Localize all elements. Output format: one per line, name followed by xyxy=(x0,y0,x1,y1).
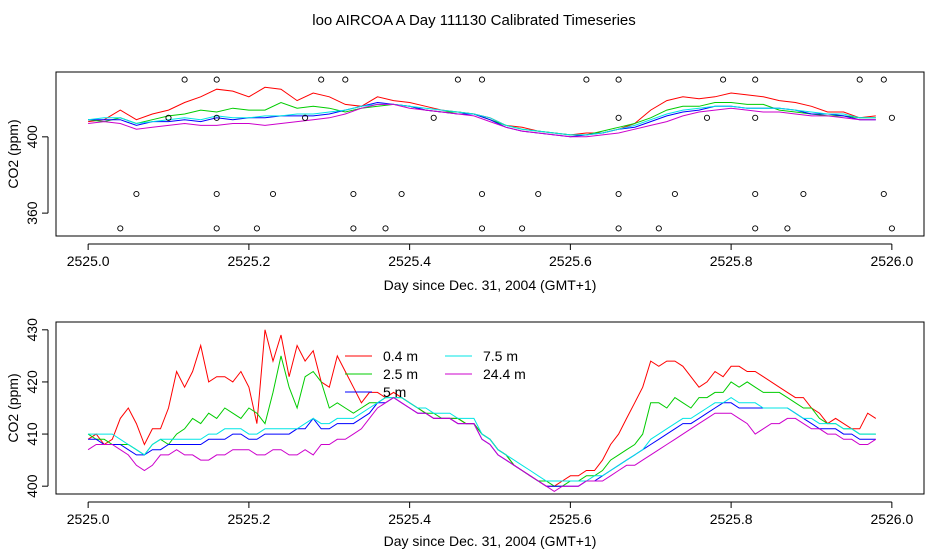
top-marker-5 xyxy=(478,76,486,83)
top-marker-36 xyxy=(382,225,389,232)
top-marker-15 xyxy=(430,114,437,121)
top-marker-18 xyxy=(752,114,759,121)
top-x-tick-label: 2526.0 xyxy=(870,253,913,269)
top-marker-17 xyxy=(703,114,711,121)
bottom-panel: 2525.0 2525.2 2525.4 2525.6 2525.8 2526.0 400… xyxy=(5,318,925,549)
bottom-x-tick-label: 2526.0 xyxy=(870,511,913,527)
top-marker-0 xyxy=(181,76,188,83)
top-marker-10 xyxy=(856,76,863,83)
top-marker-9 xyxy=(752,76,759,83)
top-marker-26 xyxy=(535,190,542,198)
bottom-series-line-3 xyxy=(88,397,876,482)
top-marker-21 xyxy=(213,190,220,198)
bottom-x-tick-label: 2525.0 xyxy=(67,511,110,527)
top-marker-25 xyxy=(478,190,486,198)
bottom-series-line-4 xyxy=(87,397,877,492)
top-marker-24 xyxy=(398,190,405,198)
bottom-x-axis-label: Day since Dec. 31, 2004 (GMT+1) xyxy=(384,533,597,549)
top-markers xyxy=(117,76,895,232)
top-marker-34 xyxy=(253,225,260,232)
top-marker-22 xyxy=(269,190,277,198)
top-y-tick-label: 400 xyxy=(24,125,40,149)
top-marker-12 xyxy=(165,114,172,121)
bottom-plot-frame xyxy=(55,321,925,495)
bottom-y-tick-label: 430 xyxy=(24,318,40,342)
bottom-series-line-1 xyxy=(87,355,876,487)
top-series xyxy=(88,86,876,138)
bottom-x-axis: 2525.0 2525.2 2525.4 2525.6 2525.8 2526.0 xyxy=(67,501,913,527)
top-marker-29 xyxy=(752,190,759,198)
top-marker-38 xyxy=(519,225,526,232)
top-marker-23 xyxy=(350,190,357,198)
top-marker-1 xyxy=(213,76,220,83)
top-marker-30 xyxy=(800,190,807,198)
legend-label-7-5m: 7.5 m xyxy=(483,348,518,364)
top-marker-33 xyxy=(213,225,220,232)
bottom-y-axis-label: CO2 (ppm) xyxy=(5,373,21,442)
top-marker-43 xyxy=(888,225,895,232)
bottom-x-tick-label: 2525.6 xyxy=(549,511,592,527)
top-series-line-3 xyxy=(88,103,876,136)
top-marker-13 xyxy=(213,114,220,121)
top-marker-28 xyxy=(671,190,678,198)
bottom-y-tick-label: 400 xyxy=(24,474,40,498)
top-marker-41 xyxy=(752,225,759,232)
top-marker-37 xyxy=(478,225,486,232)
top-marker-8 xyxy=(720,76,727,83)
bottom-x-tick-label: 2525.8 xyxy=(710,511,753,527)
bottom-x-tick-label: 2525.2 xyxy=(227,511,270,527)
top-y-axis-label: CO2 (ppm) xyxy=(5,119,21,188)
top-series-line-4 xyxy=(88,103,876,138)
bottom-y-tick-label: 420 xyxy=(24,370,40,394)
top-x-tick-label: 2525.6 xyxy=(549,253,592,269)
chart-title: loo AIRCOA A Day 111130 Calibrated Times… xyxy=(312,12,636,29)
top-panel: 2525.0 2525.2 2525.4 2525.6 2525.8 2526.0 360… xyxy=(5,71,925,293)
top-marker-4 xyxy=(454,76,461,83)
bottom-y-tick-label: 410 xyxy=(24,422,40,446)
top-plot-frame xyxy=(55,71,925,237)
legend-label-0-4m: 0.4 m xyxy=(383,348,418,364)
top-marker-32 xyxy=(117,225,124,232)
top-marker-27 xyxy=(615,190,622,198)
bottom-series xyxy=(87,329,877,492)
legend-label-5m: 5 m xyxy=(383,384,406,400)
top-marker-42 xyxy=(784,225,791,232)
top-series-line-2 xyxy=(88,101,876,138)
bottom-y-axis: 400 410 420 430 xyxy=(24,318,49,498)
top-x-tick-label: 2525.8 xyxy=(710,253,753,269)
top-marker-7 xyxy=(615,76,622,83)
top-marker-14 xyxy=(302,114,309,121)
top-y-axis: 360 400 xyxy=(24,125,49,225)
legend: 0.4 m 2.5 m 5 m 7.5 m 24.4 m xyxy=(345,348,526,400)
top-marker-31 xyxy=(880,190,887,198)
top-marker-19 xyxy=(888,114,895,121)
top-marker-40 xyxy=(655,225,662,232)
top-x-tick-label: 2525.4 xyxy=(388,253,431,269)
top-x-tick-label: 2525.0 xyxy=(67,253,110,269)
top-marker-39 xyxy=(615,225,622,232)
top-marker-11 xyxy=(880,76,887,83)
top-marker-16 xyxy=(615,114,622,121)
bottom-x-tick-label: 2525.4 xyxy=(388,511,431,527)
top-marker-6 xyxy=(583,76,590,83)
top-marker-2 xyxy=(318,76,325,83)
top-y-tick-label: 360 xyxy=(24,201,40,225)
top-x-tick-label: 2525.2 xyxy=(227,253,270,269)
top-marker-3 xyxy=(342,76,349,83)
bottom-series-line-2 xyxy=(88,397,876,487)
top-x-axis: 2525.0 2525.2 2525.4 2525.6 2525.8 2526.0 xyxy=(67,243,913,269)
top-marker-35 xyxy=(350,225,357,232)
top-x-axis-label: Day since Dec. 31, 2004 (GMT+1) xyxy=(384,277,597,293)
legend-label-2-5m: 2.5 m xyxy=(383,366,418,382)
top-marker-20 xyxy=(133,190,140,198)
legend-label-24-4m: 24.4 m xyxy=(483,366,526,382)
